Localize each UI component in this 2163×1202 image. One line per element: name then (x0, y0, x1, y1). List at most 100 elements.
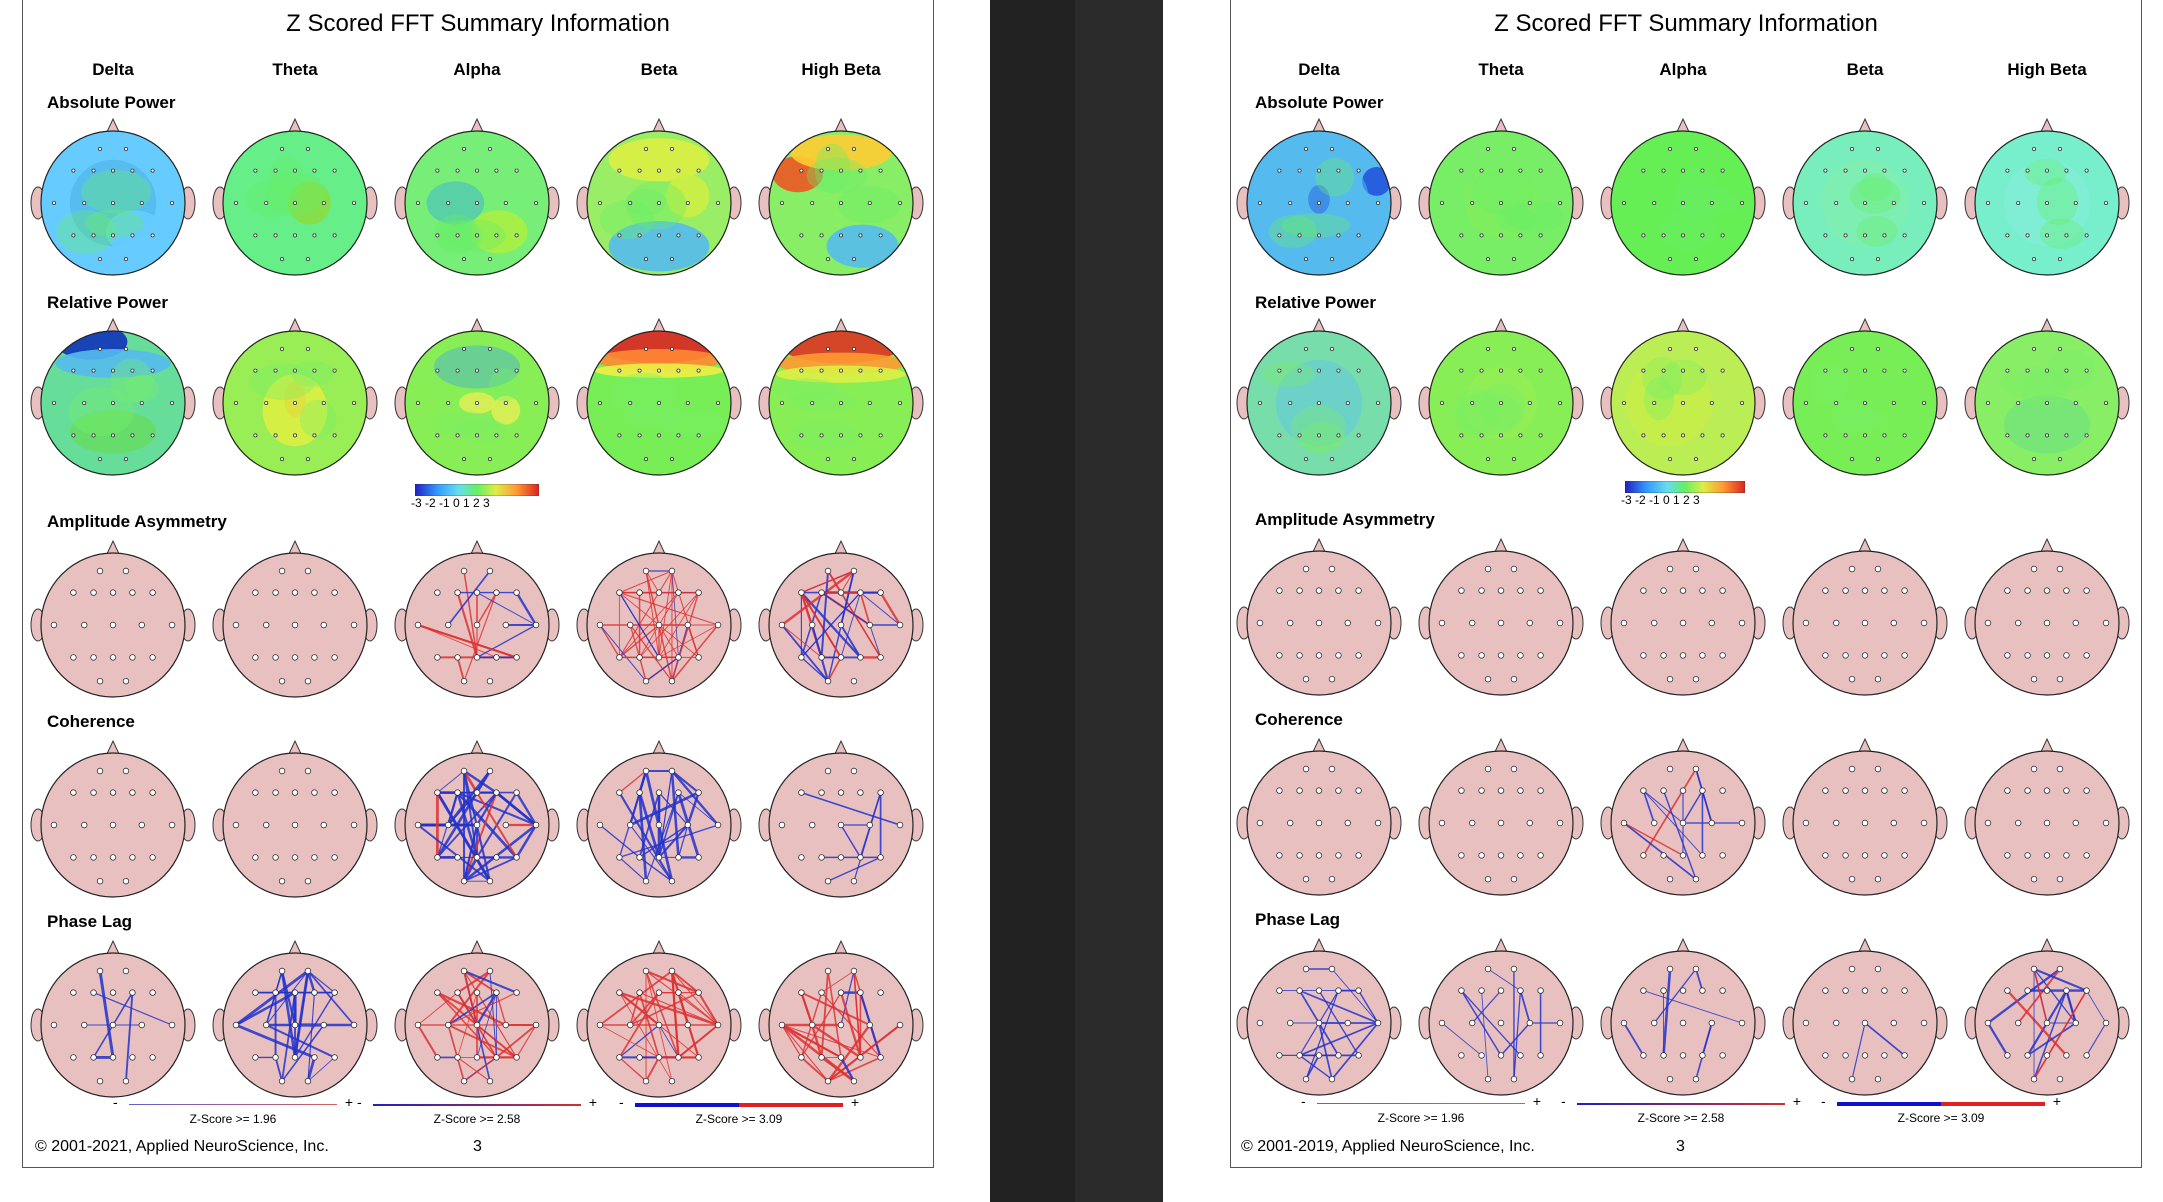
head-map-relative-power-delta (1236, 313, 1402, 483)
legend-text: Z-Score >= 1.96 (189, 1112, 277, 1126)
row-label-relative-power: Relative Power (1255, 293, 1376, 312)
scalp-map-absolute-power-theta (212, 117, 378, 276)
head-map-amplitude-asymmetry-theta (1418, 533, 1584, 703)
head-map-amplitude-asymmetry-beta (576, 535, 742, 705)
legend-plus: + (1792, 1093, 1801, 1109)
legend-plus: + (2052, 1093, 2061, 1109)
head-map-absolute-power-beta (1782, 113, 1948, 283)
head-map-amplitude-asymmetry-alpha (1600, 533, 1766, 703)
head-map-absolute-power-beta (576, 113, 742, 283)
band-label-alpha: Alpha (1659, 60, 1707, 79)
scalp-map-coherence-theta (1418, 737, 1584, 896)
scalp-map-phase-lag-theta (1418, 937, 1584, 1096)
head-map-phase-lag-delta (30, 935, 196, 1105)
head-map-amplitude-asymmetry-delta (1236, 533, 1402, 703)
scalp-map-phase-lag-delta (30, 939, 196, 1098)
scalp-map-relative-power-alpha (394, 317, 560, 476)
row-label-coherence: Coherence (47, 712, 135, 731)
scalp-map-absolute-power-theta (1418, 117, 1584, 276)
scalp-map-coherence-high-beta (1964, 737, 2130, 896)
head-map-absolute-power-alpha (394, 113, 560, 283)
legend-plus: + (1532, 1093, 1541, 1109)
scalp-map-absolute-power-alpha (394, 117, 560, 276)
scalp-map-amplitude-asymmetry-alpha (394, 539, 560, 698)
legend-3-09: - + Z-Score >= 3.09 (619, 1094, 859, 1126)
legend-minus: - (113, 1094, 118, 1110)
row-label-absolute-power: Absolute Power (1255, 93, 1384, 112)
head-map-coherence-theta (1418, 733, 1584, 903)
head-map-coherence-delta (1236, 733, 1402, 903)
legend-text: Z-Score >= 2.58 (1637, 1111, 1725, 1125)
scalp-map-phase-lag-beta (576, 939, 742, 1098)
band-label-theta: Theta (272, 60, 318, 79)
head-map-amplitude-asymmetry-high-beta (1964, 533, 2130, 703)
head-map-relative-power-theta (212, 313, 378, 483)
head-map-phase-lag-high-beta (1964, 933, 2130, 1103)
scalp-map-phase-lag-beta (1782, 937, 1948, 1096)
legend-1-96: - + Z-Score >= 1.96 (113, 1094, 353, 1126)
legend-3-09: - + Z-Score >= 3.09 (1821, 1093, 2061, 1125)
head-map-phase-lag-alpha (394, 935, 560, 1105)
scalp-map-coherence-delta (1236, 737, 1402, 896)
head-map-phase-lag-beta (576, 935, 742, 1105)
scalp-map-amplitude-asymmetry-delta (30, 539, 196, 698)
scalp-map-amplitude-asymmetry-theta (1418, 537, 1584, 696)
row-label-relative-power: Relative Power (47, 293, 168, 312)
report-page-left: Z Scored FFT Summary Information Delta T… (22, 0, 934, 1168)
scalp-map-absolute-power-high-beta (1964, 117, 2130, 276)
head-map-phase-lag-beta (1782, 933, 1948, 1103)
scalp-map-coherence-delta (30, 739, 196, 898)
scalp-map-coherence-theta (212, 739, 378, 898)
scalp-map-phase-lag-alpha (1600, 937, 1766, 1096)
scalp-map-relative-power-beta (1782, 317, 1948, 476)
band-label-high-beta: High Beta (2007, 60, 2087, 79)
scalp-map-phase-lag-alpha (394, 939, 560, 1098)
scalp-map-coherence-alpha (394, 739, 560, 898)
scalp-map-amplitude-asymmetry-high-beta (758, 539, 924, 698)
scalp-map-absolute-power-alpha (1600, 117, 1766, 276)
legend-1-96: - + Z-Score >= 1.96 (1301, 1093, 1541, 1125)
scalp-map-relative-power-delta (30, 317, 196, 476)
colorbar-ticks: -3 -2 -1 0 1 2 3 (1621, 493, 1700, 507)
dark-divider (990, 0, 1163, 1202)
head-map-phase-lag-delta (1236, 933, 1402, 1103)
head-map-relative-power-alpha (394, 313, 560, 483)
head-map-phase-lag-high-beta (758, 935, 924, 1105)
band-label-alpha: Alpha (453, 60, 501, 79)
scalp-map-coherence-beta (576, 739, 742, 898)
head-map-coherence-beta (1782, 733, 1948, 903)
head-map-absolute-power-theta (212, 113, 378, 283)
legend-plus: + (344, 1094, 353, 1110)
head-map-absolute-power-theta (1418, 113, 1584, 283)
copyright: © 2001-2019, Applied NeuroScience, Inc. (1241, 1138, 1535, 1155)
band-label-beta: Beta (640, 60, 678, 79)
scalp-map-amplitude-asymmetry-high-beta (1964, 537, 2130, 696)
row-label-amplitude-asymmetry: Amplitude Asymmetry (47, 512, 227, 531)
scalp-map-amplitude-asymmetry-beta (576, 539, 742, 698)
row-label-coherence: Coherence (1255, 710, 1343, 729)
head-map-phase-lag-theta (1418, 933, 1584, 1103)
legend-plus: + (588, 1094, 597, 1110)
page-title: Z Scored FFT Summary Information (286, 10, 670, 37)
band-label-delta: Delta (92, 60, 134, 79)
scalp-map-phase-lag-delta (1236, 937, 1402, 1096)
scalp-map-amplitude-asymmetry-theta (212, 539, 378, 698)
head-map-coherence-delta (30, 735, 196, 905)
head-map-relative-power-delta (30, 313, 196, 483)
row-label-phase-lag: Phase Lag (1255, 910, 1341, 929)
head-map-coherence-alpha (1600, 733, 1766, 903)
head-map-coherence-alpha (394, 735, 560, 905)
head-map-coherence-theta (212, 735, 378, 905)
head-map-absolute-power-delta (1236, 113, 1402, 283)
scalp-map-relative-power-delta (1236, 317, 1402, 476)
page-title: Z Scored FFT Summary Information (1494, 10, 1878, 37)
row-label-absolute-power: Absolute Power (47, 93, 176, 112)
scalp-map-relative-power-theta (212, 317, 378, 476)
row-label-phase-lag: Phase Lag (47, 912, 133, 931)
head-map-absolute-power-delta (30, 113, 196, 283)
head-map-relative-power-beta (1782, 313, 1948, 483)
scalp-map-phase-lag-theta (212, 939, 378, 1098)
head-map-relative-power-high-beta (758, 313, 924, 483)
legend-minus: - (1301, 1093, 1306, 1109)
head-map-amplitude-asymmetry-alpha (394, 535, 560, 705)
